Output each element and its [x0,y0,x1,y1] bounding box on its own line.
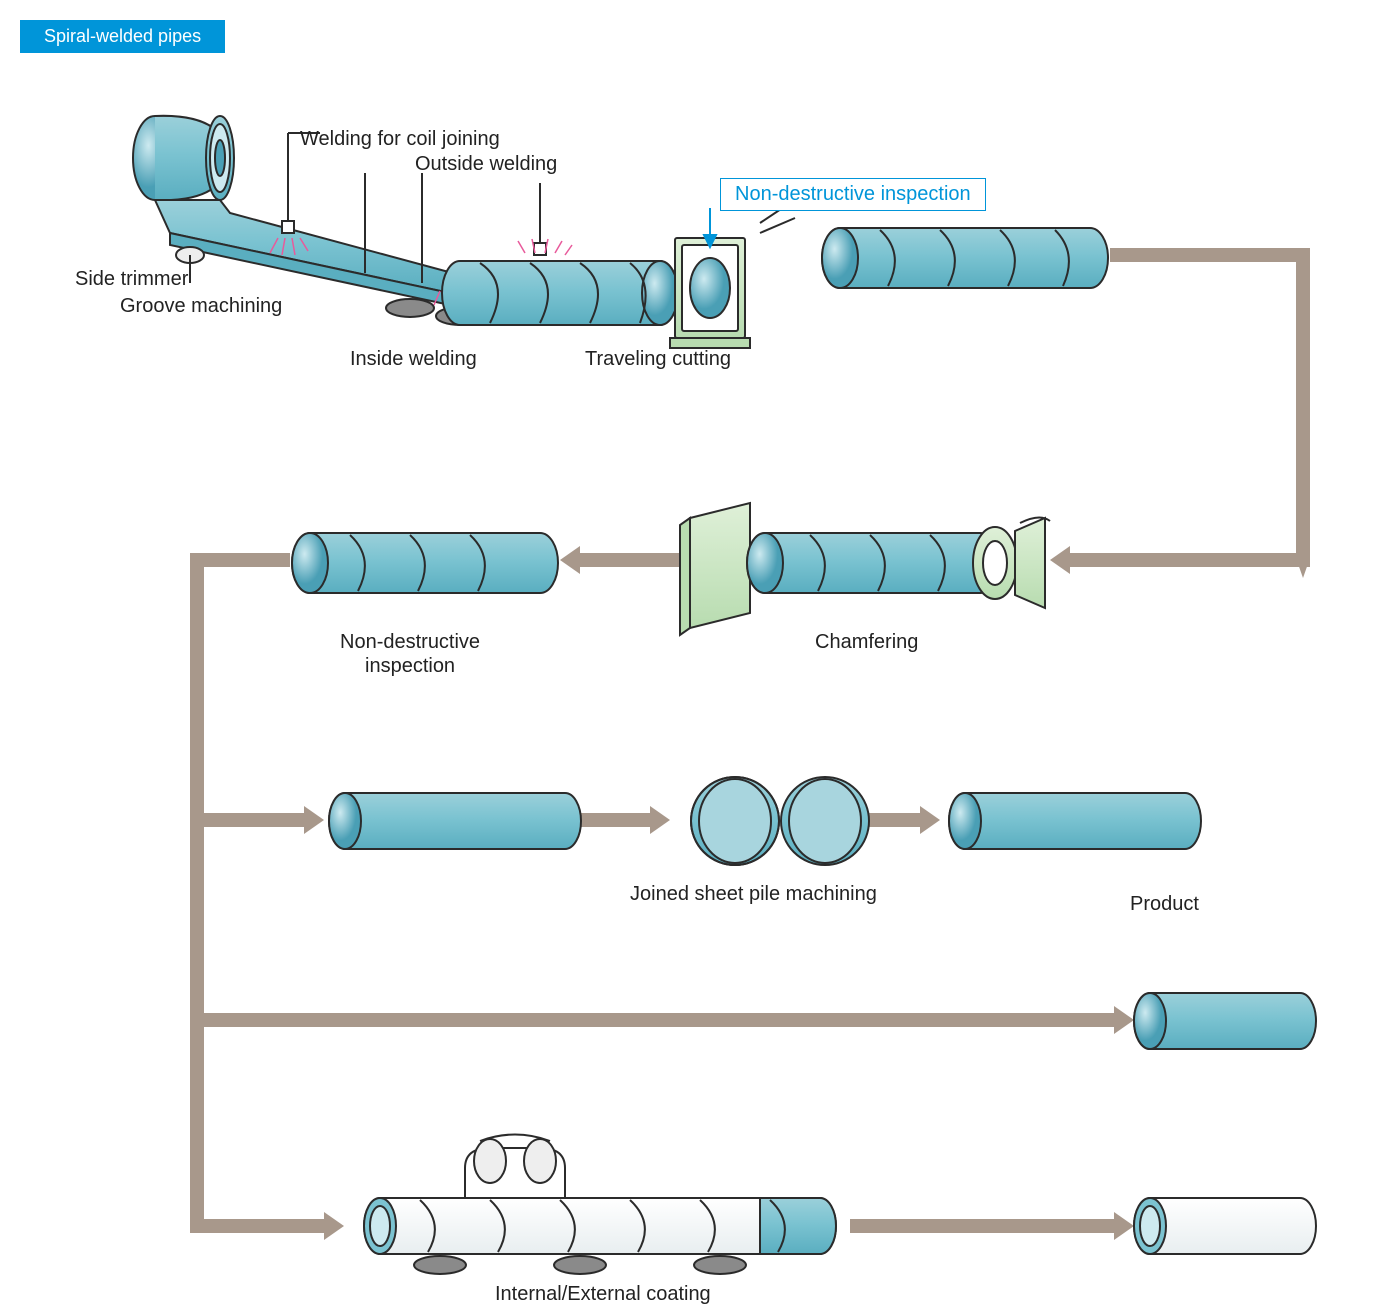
coated-product [1134,1198,1316,1254]
lbl-inside-weld: Inside welding [350,348,477,371]
lbl-ndi2b: inspection [365,655,455,678]
coating-machine [364,1135,836,1275]
lbl-coating: Internal/External coating [495,1283,711,1306]
lbl-outside-weld: Outside welding [415,153,557,176]
chamfer-left [680,503,750,635]
lbl-joined-pile: Joined sheet pile machining [630,883,877,906]
lbl-ndi2a: Non-destructive [340,631,480,654]
flow-arrows [190,248,1310,1240]
title-box: Spiral-welded pipes [20,20,225,53]
ndi-callout: Non-destructive inspection [720,178,986,211]
process-diagram: Welding for coil joining Outside welding… [20,73,1380,1293]
lbl-side-trimmer: Side trimmer [75,268,188,291]
plain-product [1134,993,1316,1049]
lbl-chamfer: Chamfering [815,631,918,654]
lbl-weld-coil: Welding for coil joining [300,128,500,151]
cut-pipe [822,228,1108,288]
outside-weld-torch [534,183,546,255]
lbl-product: Product [1130,893,1199,916]
ndi-pipe [292,533,558,593]
lbl-groove: Groove machining [120,295,282,318]
coil [133,116,234,200]
forming-pipe [442,261,678,325]
cutting-machine [670,203,795,348]
chamfer-right [973,517,1050,608]
lbl-travel-cut: Traveling cutting [585,348,731,371]
